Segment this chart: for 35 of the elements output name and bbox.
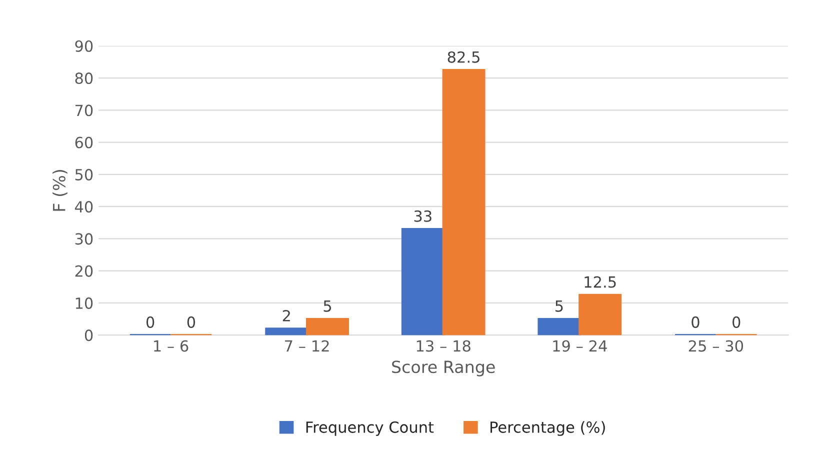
x-axis-title: Score Range [392, 360, 495, 376]
bar [538, 318, 581, 336]
data-label: 12.5 [584, 276, 616, 288]
y-tick-label: 40 [74, 201, 93, 213]
x-tick-label: 7 – 12 [285, 340, 329, 352]
y-tick-label: 10 [76, 297, 93, 309]
bar [265, 328, 308, 336]
data-label: 0 [187, 316, 196, 328]
x-tick-label: 13 – 18 [416, 340, 470, 352]
y-axis-title: F (%) [52, 170, 68, 211]
legend-label: Percentage (%) [490, 421, 605, 436]
y-tick-label: 90 [75, 40, 93, 52]
x-tick-label: 1 – 6 [154, 340, 188, 352]
bar [442, 68, 486, 336]
y-tick-label: 20 [75, 265, 93, 277]
data-label: 5 [324, 300, 332, 312]
y-tick-label: 80 [75, 72, 93, 84]
data-label: 0 [692, 316, 700, 328]
data-label: 82.5 [448, 51, 480, 63]
y-tick-label: 60 [75, 136, 93, 148]
y-tick-label: 50 [75, 168, 93, 180]
bar [306, 318, 349, 336]
bar [578, 294, 622, 336]
y-tick-label: 0 [84, 330, 93, 342]
data-label: 0 [146, 316, 154, 328]
x-tick-label: 25 – 30 [688, 340, 744, 352]
y-tick-label: 70 [75, 104, 93, 116]
data-label: 33 [414, 210, 432, 222]
data-label: 5 [556, 300, 563, 312]
data-label: 2 [282, 310, 290, 322]
x-tick-label: 19 – 24 [553, 340, 607, 352]
data-label: 0 [732, 316, 740, 328]
y-tick-label: 30 [75, 233, 93, 245]
bar [401, 228, 444, 336]
legend-label: Frequency Count [306, 421, 434, 436]
